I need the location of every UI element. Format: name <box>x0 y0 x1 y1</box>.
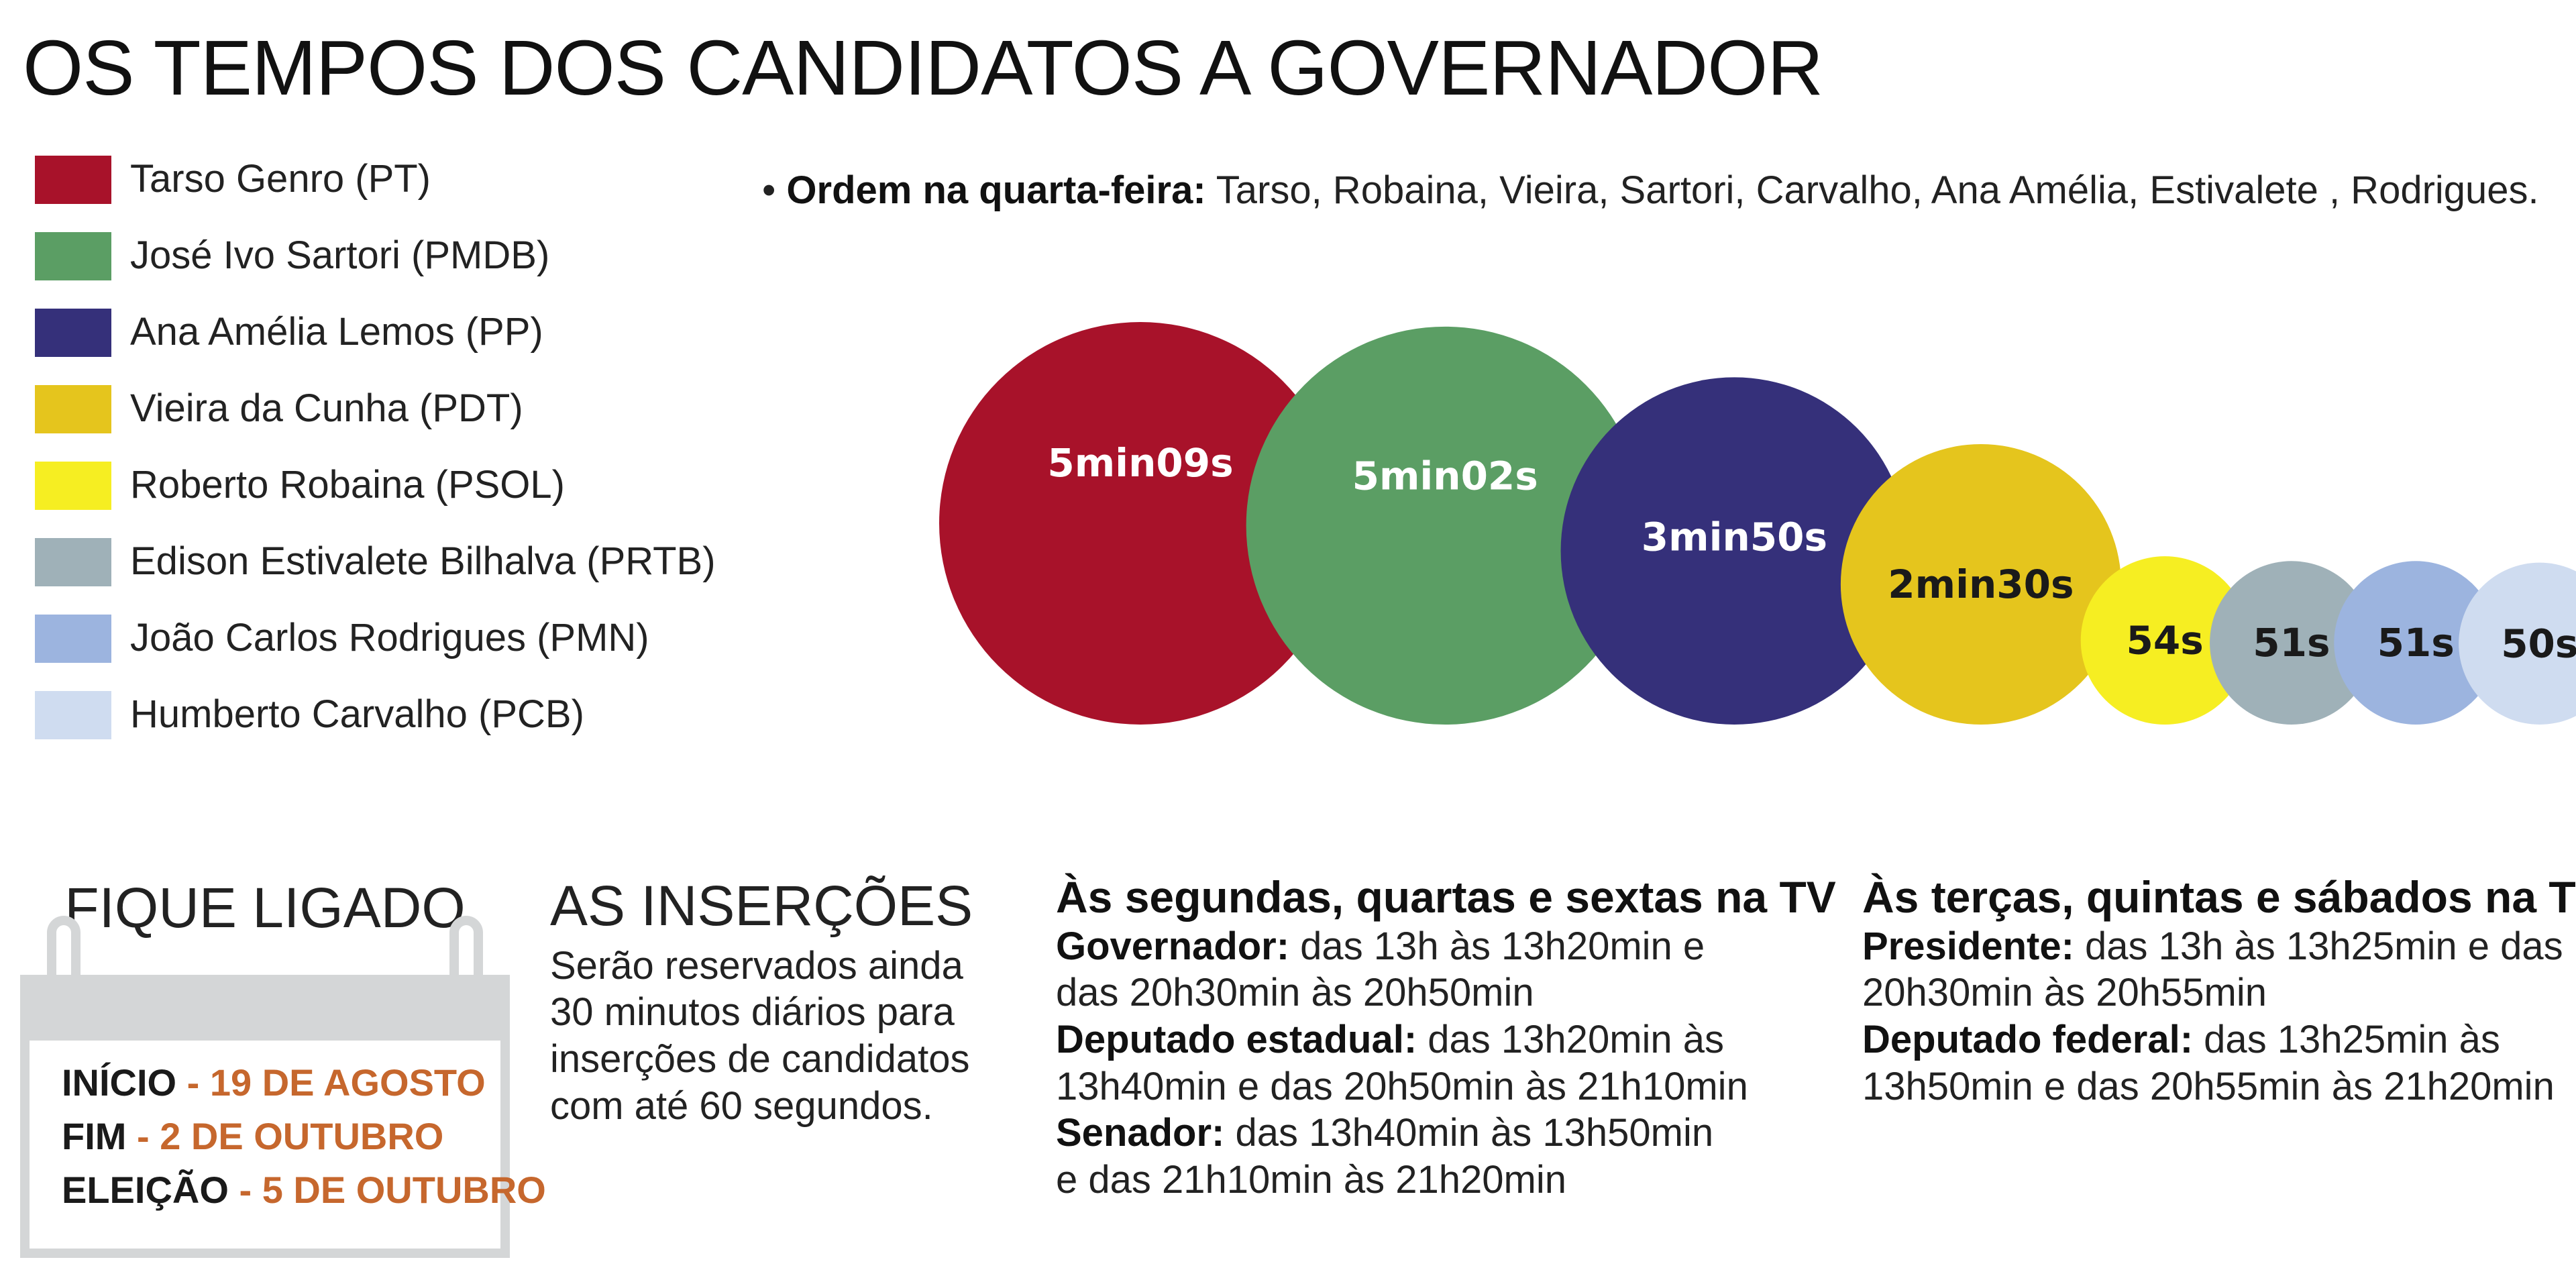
calendar-body: INÍCIO - 19 DE AGOSTO FIM - 2 DE OUTUBRO… <box>20 1041 546 1258</box>
bubble-label: 2min30s <box>1888 562 2074 607</box>
legend-swatch <box>35 309 111 357</box>
legend-label: Ana Amélia Lemos (PP) <box>130 310 543 354</box>
bubble-label: 51s <box>2253 620 2330 666</box>
insercoes-line: inserções de candidatos <box>550 1037 970 1081</box>
legend-item: João Carlos Rodrigues (PMN) <box>35 612 773 666</box>
bubble-label: 5min09s <box>1047 440 1233 486</box>
schedule-item: Deputado federal: das 13h25min às <box>1862 1018 2500 1062</box>
fique-ligado-calendar: FIQUE LIGADO INÍCIO - 19 DE AGOSTO FIM -… <box>20 876 546 1258</box>
schedule-item-cont: 13h50min e das 20h55min às 21h20min <box>1862 1064 2555 1108</box>
date-end: FIM - 2 DE OUTUBRO <box>62 1114 443 1158</box>
fique-ligado-title: FIQUE LIGADO <box>64 876 466 939</box>
bubble-5 <box>2080 556 2249 725</box>
bubble-label: 5min02s <box>1352 453 1538 498</box>
legend-label: Tarso Genro (PT) <box>130 157 431 201</box>
date-start-value: - 19 DE AGOSTO <box>176 1061 486 1104</box>
legend-item: Tarso Genro (PT) <box>35 153 773 207</box>
legend-item: Humberto Carvalho (PCB) <box>35 688 773 742</box>
insercoes-title: AS INSERÇÕES <box>550 874 973 937</box>
legend-item: Edison Estivalete Bilhalva (PRTB) <box>35 535 773 589</box>
legend-item: Roberto Robaina (PSOL) <box>35 459 773 513</box>
legend-swatch <box>35 691 111 739</box>
bubble-label: 50s <box>2501 621 2576 666</box>
legend-label: Humberto Carvalho (PCB) <box>130 692 584 736</box>
legend-swatch <box>35 462 111 510</box>
bubble-4 <box>1840 443 2121 725</box>
page-title: OS TEMPOS DOS CANDIDATOS A GOVERNADOR <box>23 24 1823 111</box>
legend-label: Edison Estivalete Bilhalva (PRTB) <box>130 539 716 583</box>
bubble-8 <box>2459 562 2576 725</box>
insercoes-line: 30 minutos diários para <box>550 990 955 1035</box>
bubble-chart: 5min09s 5min02s 3min50s 2min30s 54s 51s 51s 50s <box>939 322 2576 725</box>
order-bullet: • <box>762 168 787 212</box>
bubble-6 <box>2210 561 2373 725</box>
insercoes-text: Serão reservados ainda 30 minutos diário… <box>550 943 1033 1129</box>
schedule-item-cont: das 20h30min às 20h50min <box>1056 971 1534 1015</box>
date-election-value: - 5 DE OUTUBRO <box>228 1169 546 1211</box>
legend-item: José Ivo Sartori (PMDB) <box>35 229 773 283</box>
schedule-item-cont: e das 21h10min às 21h20min <box>1056 1157 1566 1202</box>
date-start-key: INÍCIO <box>62 1061 177 1104</box>
legend-label: Vieira da Cunha (PDT) <box>130 386 523 430</box>
date-election-key: ELEIÇÃO <box>62 1169 229 1211</box>
legend-swatch <box>35 385 111 433</box>
order-note-label: Ordem na quarta-feira: <box>786 168 1206 212</box>
schedule-mon-wed-fri: Às segundas, quartas e sextas na TV Gove… <box>1056 872 1847 1203</box>
legend-swatch <box>35 232 111 280</box>
date-election: ELEIÇÃO - 5 DE OUTUBRO <box>62 1168 546 1212</box>
legend-label: Roberto Robaina (PSOL) <box>130 463 565 507</box>
date-end-key: FIM <box>62 1115 127 1157</box>
bubble-1 <box>939 322 1342 725</box>
schedule-item: Senador: das 13h40min às 13h50min <box>1056 1111 1714 1155</box>
schedule-tue-thu-sat: Às terças, quintas e sábados na TV Presi… <box>1862 872 2576 1110</box>
insercoes-line: Serão reservados ainda <box>550 943 963 988</box>
calendar-ring-icon <box>47 916 80 1010</box>
legend-swatch <box>35 615 111 663</box>
bubble-3 <box>1560 377 1909 725</box>
schedule-item: Governador: das 13h às 13h20min e <box>1056 924 1705 968</box>
bubble-label: 54s <box>2127 618 2204 664</box>
schedule-title: Às segundas, quartas e sextas na TV <box>1056 872 1836 922</box>
legend-label: João Carlos Rodrigues (PMN) <box>130 616 649 659</box>
bubble-label: 51s <box>2377 620 2455 666</box>
legend-item: Vieira da Cunha (PDT) <box>35 382 773 436</box>
order-note-text: Tarso, Robaina, Vieira, Sartori, Carvalh… <box>1205 168 2539 212</box>
bubble-2 <box>1246 326 1644 725</box>
schedule-item-cont: 13h40min e das 20h50min às 21h10min <box>1056 1064 1748 1108</box>
schedule-item-cont: 20h30min às 20h55min <box>1862 971 2267 1015</box>
legend-item: Ana Amélia Lemos (PP) <box>35 306 773 360</box>
order-note: • Ordem na quarta-feira: Tarso, Robaina,… <box>762 168 2539 213</box>
bubble-label: 3min50s <box>1642 514 1827 560</box>
schedule-title: Às terças, quintas e sábados na TV <box>1862 872 2576 922</box>
legend-label: José Ivo Sartori (PMDB) <box>130 233 550 277</box>
calendar-header <box>20 975 510 1041</box>
insercoes-block: AS INSERÇÕES Serão reservados ainda 30 m… <box>550 872 1033 1129</box>
date-start: INÍCIO - 19 DE AGOSTO <box>62 1061 486 1104</box>
schedule-item: Presidente: das 13h às 13h25min e das <box>1862 924 2563 968</box>
legend-swatch <box>35 156 111 204</box>
legend-swatch <box>35 538 111 586</box>
bubble-7 <box>2334 561 2498 725</box>
calendar-ring-icon <box>449 916 483 1010</box>
schedule-item: Deputado estadual: das 13h20min às <box>1056 1018 1725 1062</box>
date-end-value: - 2 DE OUTUBRO <box>126 1115 444 1157</box>
insercoes-line: com até 60 segundos. <box>550 1083 933 1128</box>
